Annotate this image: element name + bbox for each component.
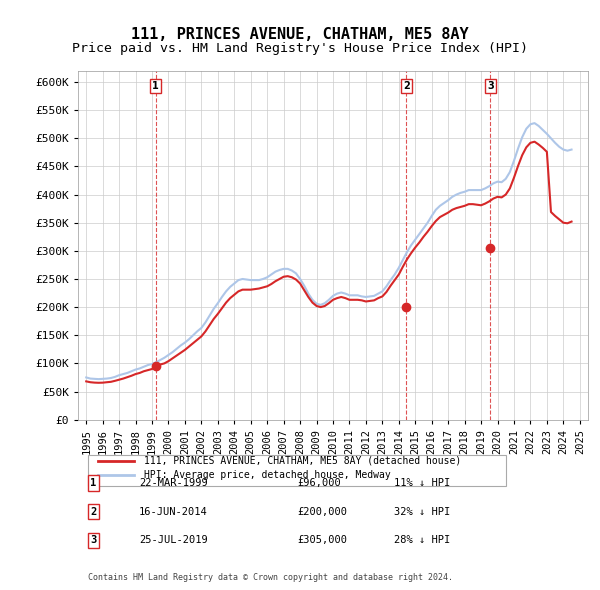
Text: 22-MAR-1999: 22-MAR-1999: [139, 478, 208, 488]
Text: 111, PRINCES AVENUE, CHATHAM, ME5 8AY (detached house): 111, PRINCES AVENUE, CHATHAM, ME5 8AY (d…: [145, 456, 461, 466]
Text: 2: 2: [90, 507, 97, 517]
Text: 111, PRINCES AVENUE, CHATHAM, ME5 8AY: 111, PRINCES AVENUE, CHATHAM, ME5 8AY: [131, 27, 469, 41]
Text: 25-JUL-2019: 25-JUL-2019: [139, 535, 208, 545]
Text: Price paid vs. HM Land Registry's House Price Index (HPI): Price paid vs. HM Land Registry's House …: [72, 42, 528, 55]
Text: £96,000: £96,000: [297, 478, 341, 488]
Text: 32% ↓ HPI: 32% ↓ HPI: [394, 507, 451, 517]
Text: 1: 1: [90, 478, 97, 488]
Text: HPI: Average price, detached house, Medway: HPI: Average price, detached house, Medw…: [145, 470, 391, 480]
Text: 28% ↓ HPI: 28% ↓ HPI: [394, 535, 451, 545]
Text: 11% ↓ HPI: 11% ↓ HPI: [394, 478, 451, 488]
Text: 16-JUN-2014: 16-JUN-2014: [139, 507, 208, 517]
Text: 3: 3: [487, 81, 494, 91]
Text: 2: 2: [403, 81, 410, 91]
Text: £305,000: £305,000: [297, 535, 347, 545]
Text: Contains HM Land Registry data © Crown copyright and database right 2024.: Contains HM Land Registry data © Crown c…: [88, 573, 453, 582]
Text: 3: 3: [90, 535, 97, 545]
Text: 1: 1: [152, 81, 159, 91]
Text: £200,000: £200,000: [297, 507, 347, 517]
